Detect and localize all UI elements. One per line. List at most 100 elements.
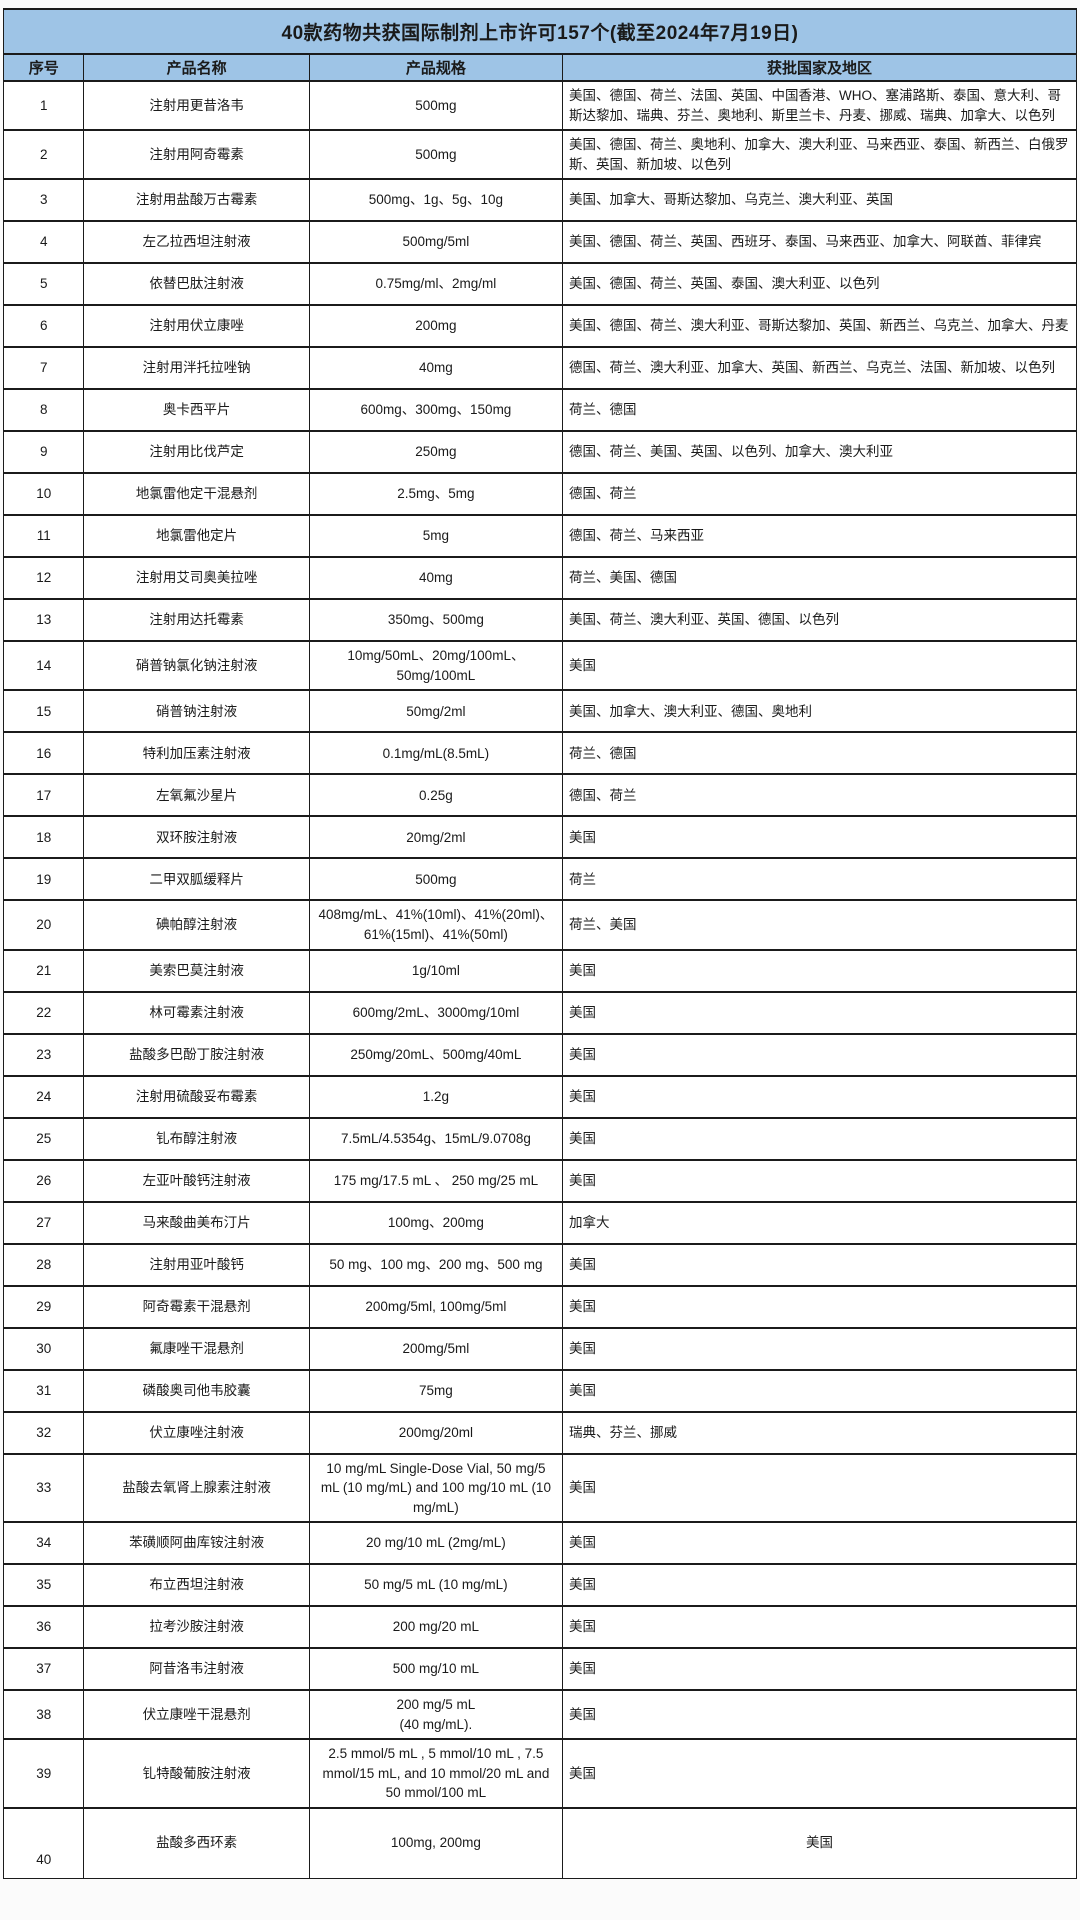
countries-cell: 美国	[562, 1807, 1077, 1879]
countries-cell: 美国	[562, 1074, 1077, 1119]
row-number-cell: 19	[2, 857, 85, 902]
row-number-cell: 33	[2, 1452, 85, 1524]
product-name-cell: 钆特酸葡胺注射液	[83, 1738, 310, 1809]
product-spec-cell: 50mg/2ml	[308, 689, 564, 734]
product-name-cell: 地氯雷他定片	[83, 514, 310, 559]
row-number-cell: 30	[2, 1326, 85, 1371]
countries-cell: 美国	[562, 640, 1077, 692]
product-name-cell: 注射用达托霉素	[83, 598, 310, 643]
product-spec-cell: 10mg/50mL、20mg/100mL、 50mg/100mL	[308, 640, 564, 692]
table-row: 17 左氧氟沙星片 0.25g 德国、荷兰	[2, 773, 1077, 818]
table-row: 7 注射用泮托拉唑钠 40mg 德国、荷兰、澳大利亚、加拿大、英国、新西兰、乌克…	[2, 346, 1077, 391]
countries-cell: 荷兰、德国	[562, 731, 1077, 776]
table-row: 18 双环胺注射液 20mg/2ml 美国	[2, 815, 1077, 860]
product-spec-cell: 200mg	[308, 304, 564, 349]
product-name-cell: 伏立康唑注射液	[83, 1410, 310, 1455]
product-spec-cell: 500mg、1g、5g、10g	[308, 178, 564, 223]
product-spec-cell: 200mg/5ml, 100mg/5ml	[308, 1284, 564, 1329]
table-row: 5 依替巴肽注射液 0.75mg/ml、2mg/ml 美国、德国、荷兰、英国、泰…	[2, 262, 1077, 307]
product-name-cell: 奥卡西平片	[83, 388, 310, 433]
product-spec-cell: 500mg/5ml	[308, 220, 564, 265]
table-head: 40款药物共获国际制剂上市许可157个(截至2024年7月19日) 序号 产品名…	[2, 8, 1077, 82]
product-spec-cell: 75mg	[308, 1368, 564, 1413]
product-spec-cell: 500 mg/10 mL	[308, 1647, 564, 1692]
countries-cell: 美国	[562, 1605, 1077, 1650]
product-name-cell: 左亚叶酸钙注射液	[83, 1158, 310, 1203]
product-spec-cell: 175 mg/17.5 mL 、 250 mg/25 mL	[308, 1158, 564, 1203]
countries-cell: 美国、德国、荷兰、法国、英国、中国香港、WHO、塞浦路斯、泰国、意大利、哥斯达黎…	[562, 79, 1077, 132]
table-row: 37 阿昔洛韦注射液 500 mg/10 mL 美国	[2, 1647, 1077, 1692]
product-name-cell: 注射用更昔洛韦	[83, 79, 310, 132]
product-name-cell: 注射用艾司奥美拉唑	[83, 556, 310, 601]
row-number-cell: 21	[2, 948, 85, 993]
row-number-cell: 40	[2, 1807, 85, 1879]
product-spec-cell: 2.5 mmol/5 mL , 5 mmol/10 mL , 7.5 mmol/…	[308, 1738, 564, 1809]
table-row: 11 地氯雷他定片 5mg 德国、荷兰、马来西亚	[2, 514, 1077, 559]
row-number-cell: 36	[2, 1605, 85, 1650]
product-name-cell: 阿奇霉素干混悬剂	[83, 1284, 310, 1329]
row-number-cell: 39	[2, 1738, 85, 1809]
product-spec-cell: 0.75mg/ml、2mg/ml	[308, 262, 564, 307]
countries-cell: 美国	[562, 1689, 1077, 1741]
product-spec-cell: 40mg	[308, 346, 564, 391]
product-spec-cell: 500mg	[308, 79, 564, 132]
table-row: 27 马来酸曲美布汀片 100mg、200mg 加拿大	[2, 1200, 1077, 1245]
table-row: 12 注射用艾司奥美拉唑 40mg 荷兰、美国、德国	[2, 556, 1077, 601]
product-name-cell: 碘帕醇注射液	[83, 899, 310, 951]
product-spec-cell: 200 mg/20 mL	[308, 1605, 564, 1650]
countries-cell: 美国	[562, 1158, 1077, 1203]
countries-cell: 美国	[562, 815, 1077, 860]
row-number-cell: 25	[2, 1116, 85, 1161]
table-title: 40款药物共获国际制剂上市许可157个(截至2024年7月19日)	[3, 8, 1077, 55]
countries-cell: 美国	[562, 1563, 1077, 1608]
row-number-cell: 14	[2, 640, 85, 692]
countries-cell: 德国、荷兰	[562, 472, 1077, 517]
countries-cell: 瑞典、芬兰、挪威	[562, 1410, 1077, 1455]
product-name-cell: 注射用硫酸妥布霉素	[83, 1074, 310, 1119]
row-number-cell: 34	[2, 1521, 85, 1566]
product-name-cell: 左氧氟沙星片	[83, 773, 310, 818]
countries-cell: 德国、荷兰、美国、英国、以色列、加拿大、澳大利亚	[562, 430, 1077, 475]
product-spec-cell: 20 mg/10 mL (2mg/mL)	[308, 1521, 564, 1566]
product-spec-cell: 350mg、500mg	[308, 598, 564, 643]
countries-cell: 美国、德国、荷兰、英国、泰国、澳大利亚、以色列	[562, 262, 1077, 307]
table-body: 1 注射用更昔洛韦 500mg 美国、德国、荷兰、法国、英国、中国香港、WHO、…	[2, 79, 1077, 1879]
product-name-cell: 地氯雷他定干混悬剂	[83, 472, 310, 517]
row-number-cell: 6	[2, 304, 85, 349]
product-name-cell: 盐酸多巴酚丁胺注射液	[83, 1032, 310, 1077]
col-header-spec: 产品规格	[308, 53, 564, 82]
row-number-cell: 1	[2, 79, 85, 132]
countries-cell: 荷兰、美国	[562, 899, 1077, 951]
product-spec-cell: 1g/10ml	[308, 948, 564, 993]
countries-cell: 荷兰、德国	[562, 388, 1077, 433]
row-number-cell: 11	[2, 514, 85, 559]
row-number-cell: 24	[2, 1074, 85, 1119]
table-row: 13 注射用达托霉素 350mg、500mg 美国、荷兰、澳大利亚、英国、德国、…	[2, 598, 1077, 643]
product-spec-cell: 50 mg、100 mg、200 mg、500 mg	[308, 1242, 564, 1287]
row-number-cell: 12	[2, 556, 85, 601]
product-name-cell: 氟康唑干混悬剂	[83, 1326, 310, 1371]
col-header-product-name: 产品名称	[83, 53, 310, 82]
product-spec-cell: 50 mg/5 mL (10 mg/mL)	[308, 1563, 564, 1608]
table-row: 40 盐酸多西环素 100mg, 200mg 美国	[2, 1807, 1077, 1879]
header-row: 序号 产品名称 产品规格 获批国家及地区	[2, 53, 1077, 82]
countries-cell: 美国、德国、荷兰、澳大利亚、哥斯达黎加、英国、新西兰、乌克兰、加拿大、丹麦	[562, 304, 1077, 349]
countries-cell: 美国、德国、荷兰、奥地利、加拿大、澳大利亚、马来西亚、泰国、新西兰、白俄罗斯、英…	[562, 129, 1077, 181]
row-number-cell: 9	[2, 430, 85, 475]
row-number-cell: 20	[2, 899, 85, 951]
table-row: 15 硝普钠注射液 50mg/2ml 美国、加拿大、澳大利亚、德国、奥地利	[2, 689, 1077, 734]
countries-cell: 荷兰、美国、德国	[562, 556, 1077, 601]
countries-cell: 美国	[562, 1242, 1077, 1287]
table-row: 2 注射用阿奇霉素 500mg 美国、德国、荷兰、奥地利、加拿大、澳大利亚、马来…	[2, 129, 1077, 181]
product-spec-cell: 0.25g	[308, 773, 564, 818]
countries-cell: 美国、德国、荷兰、英国、西班牙、泰国、马来西亚、加拿大、阿联酋、菲律宾	[562, 220, 1077, 265]
product-spec-cell: 20mg/2ml	[308, 815, 564, 860]
product-name-cell: 盐酸去氧肾上腺素注射液	[83, 1452, 310, 1524]
countries-cell: 德国、荷兰	[562, 773, 1077, 818]
product-name-cell: 苯磺顺阿曲库铵注射液	[83, 1521, 310, 1566]
row-number-cell: 5	[2, 262, 85, 307]
product-spec-cell: 2.5mg、5mg	[308, 472, 564, 517]
table-row: 33 盐酸去氧肾上腺素注射液 10 mg/mL Single-Dose Vial…	[2, 1452, 1077, 1524]
product-spec-cell: 600mg、300mg、150mg	[308, 388, 564, 433]
row-number-cell: 2	[2, 129, 85, 181]
